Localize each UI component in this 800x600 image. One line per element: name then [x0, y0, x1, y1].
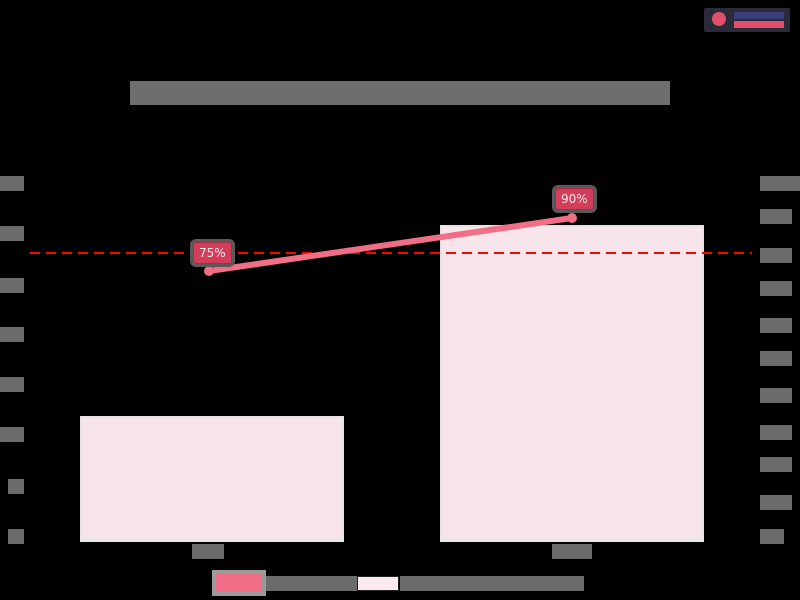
- bar-category-2[interactable]: [440, 225, 704, 542]
- data-label-1: 75%: [193, 242, 232, 264]
- right-axis-label: [760, 457, 792, 472]
- legend-label-line-redacted: [266, 576, 358, 591]
- right-axis-label: [760, 209, 792, 224]
- bar-base-2: [440, 538, 704, 542]
- right-axis-label: [760, 388, 792, 403]
- bar-category-1[interactable]: [80, 416, 344, 542]
- data-point-1[interactable]: [204, 266, 214, 276]
- bar-base-1: [80, 538, 344, 542]
- x-axis-label-2: [552, 544, 592, 559]
- logo-text-top: [734, 12, 784, 19]
- brand-logo: [704, 8, 790, 32]
- right-axis-label: [760, 529, 784, 544]
- data-line: [206, 215, 575, 274]
- data-label-2: 90%: [555, 188, 594, 210]
- data-point-2[interactable]: [567, 213, 577, 223]
- logo-text-bottom: [734, 21, 784, 28]
- x-axis-label-1: [192, 544, 224, 559]
- right-axis-label: [760, 248, 792, 263]
- left-axis-label: [0, 327, 24, 342]
- right-axis-label: [760, 318, 792, 333]
- right-axis-label: [760, 176, 800, 191]
- left-axis-label: [0, 226, 24, 241]
- legend-label-bar-redacted: [400, 576, 584, 591]
- left-axis-label: [0, 427, 24, 442]
- legend-swatch-line[interactable]: [216, 574, 262, 592]
- chart-title-redacted: [130, 81, 670, 105]
- legend-swatch-bar[interactable]: [357, 576, 399, 591]
- logo-icon: [712, 12, 726, 26]
- right-axis-label: [760, 351, 792, 366]
- left-axis-label: [0, 377, 24, 392]
- legend: [210, 570, 584, 596]
- left-axis-label: [8, 479, 24, 494]
- right-axis-label: [760, 495, 792, 510]
- right-axis-label: [760, 425, 792, 440]
- right-axis-label: [760, 281, 792, 296]
- left-axis-label: [0, 278, 24, 293]
- left-axis-label: [0, 176, 24, 191]
- left-axis-label: [8, 529, 24, 544]
